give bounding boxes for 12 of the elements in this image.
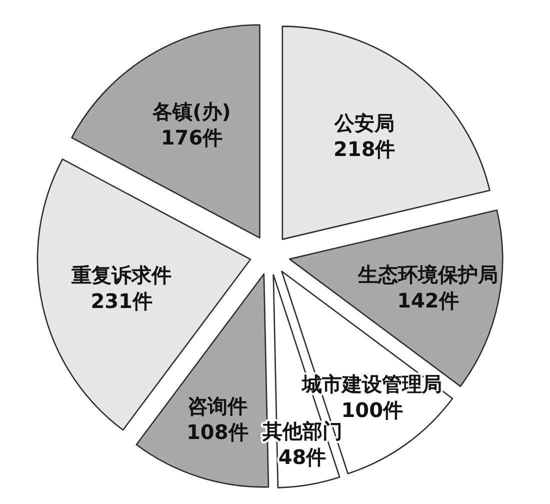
slice-label: 各镇(办) [152,100,231,124]
data-label: 108件 [186,420,248,444]
data-label: 100件 [341,398,404,422]
slice-label: 咨询件 [187,394,248,418]
data-label: 142件 [397,288,459,313]
slice-label: 生态环境保护局 [356,262,498,287]
data-label: 176件 [160,126,223,150]
slice-label: 重复诉求件 [70,263,172,288]
data-label: 48件 [278,445,326,470]
data-label: 218件 [333,136,396,161]
data-label: 231件 [90,289,152,314]
slice-label: 公安局 [333,110,394,135]
